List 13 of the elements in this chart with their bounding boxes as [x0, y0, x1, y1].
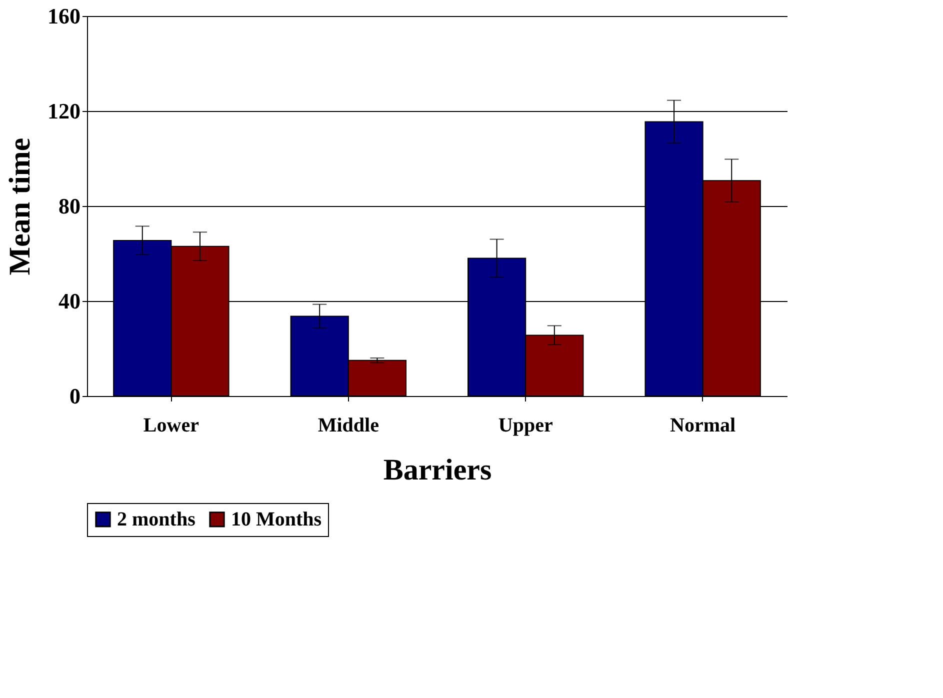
legend-label: 2 months	[117, 508, 196, 530]
y-tick-label: 80	[58, 194, 80, 218]
x-tick-label: Middle	[318, 414, 380, 436]
y-axis-title: Mean time	[4, 138, 36, 276]
x-tick-label: Upper	[498, 414, 553, 436]
y-tick-label: 40	[58, 288, 80, 314]
legend-label: 10 Months	[231, 508, 322, 530]
x-axis-title: Barriers	[383, 454, 492, 486]
y-tick-label: 160	[48, 4, 80, 28]
x-tick-label: Normal	[670, 414, 736, 436]
y-tick-label: 120	[48, 98, 80, 124]
y-tick-label: 0	[70, 384, 80, 408]
x-tick-label: Lower	[143, 414, 200, 436]
